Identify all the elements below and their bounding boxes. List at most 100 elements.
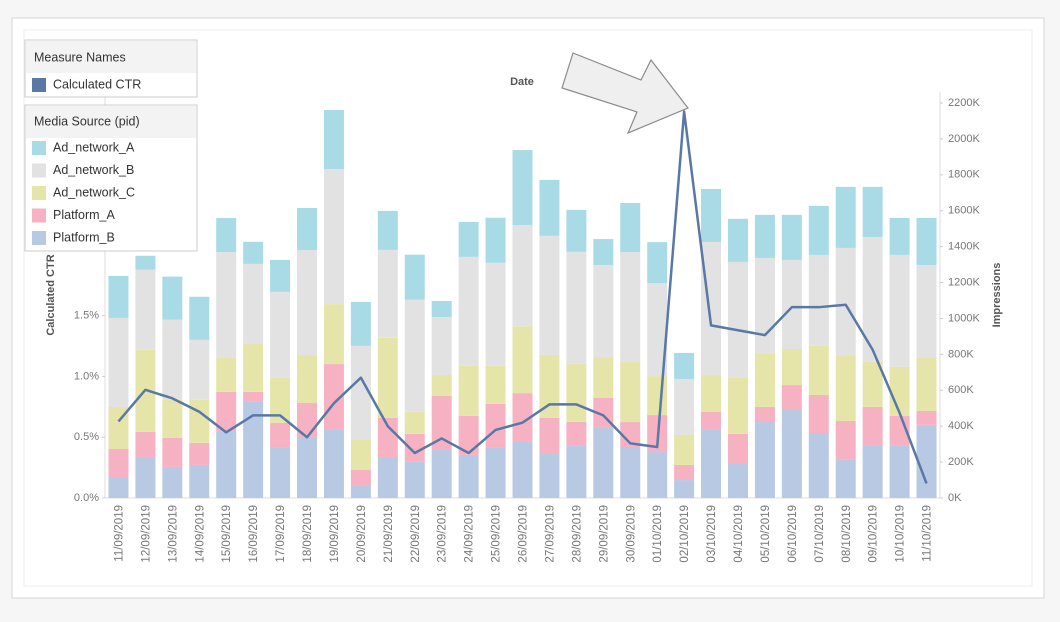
bar-segment bbox=[404, 411, 425, 434]
x-tick-label: 18/09/2019 bbox=[302, 505, 314, 563]
bar-segment bbox=[593, 265, 614, 358]
bar-segment bbox=[243, 241, 264, 264]
bar-segment bbox=[727, 218, 748, 262]
y2-tick-label: 800K bbox=[948, 348, 974, 360]
bar-segment bbox=[377, 417, 398, 458]
bar-segment bbox=[404, 299, 425, 412]
y-tick-label: 0.0% bbox=[74, 492, 99, 504]
x-tick-label: 25/09/2019 bbox=[491, 505, 503, 563]
bar-segment bbox=[243, 401, 264, 498]
x-tick-label: 30/09/2019 bbox=[625, 505, 637, 563]
bar-segment bbox=[216, 252, 237, 358]
bar-segment bbox=[270, 422, 291, 448]
bar-segment bbox=[593, 239, 614, 266]
bar-segment bbox=[701, 241, 722, 376]
y-tick-label: 1.5% bbox=[74, 310, 99, 322]
bar-segment bbox=[216, 218, 237, 253]
bar-segment bbox=[189, 399, 210, 443]
bar-segment bbox=[727, 462, 748, 498]
y-axis-label: Calculated CTR bbox=[45, 254, 57, 335]
bar-segment bbox=[620, 422, 641, 448]
bar-segment bbox=[485, 447, 506, 498]
bar-segment bbox=[297, 403, 318, 437]
bar-segment bbox=[889, 445, 910, 498]
x-tick-label: 26/09/2019 bbox=[518, 505, 530, 563]
y2-tick-label: 400K bbox=[948, 420, 974, 432]
bar-segment bbox=[243, 343, 264, 392]
x-tick-label: 07/10/2019 bbox=[814, 505, 826, 563]
bar-segment bbox=[108, 476, 129, 498]
bar-segment bbox=[754, 214, 775, 258]
bar-segment bbox=[674, 464, 695, 481]
x-tick-label: 12/09/2019 bbox=[140, 505, 152, 563]
x-tick-label: 19/09/2019 bbox=[329, 505, 341, 563]
bar-segment bbox=[781, 385, 802, 411]
bar-segment bbox=[835, 355, 856, 421]
x-tick-label: 02/10/2019 bbox=[679, 505, 691, 563]
bar-segment bbox=[270, 377, 291, 423]
x-tick-label: 04/10/2019 bbox=[733, 505, 745, 563]
bar-segment bbox=[647, 242, 668, 284]
bar-segment bbox=[620, 203, 641, 253]
bar-segment bbox=[323, 110, 344, 170]
bar-segment bbox=[835, 186, 856, 248]
bar-segment bbox=[323, 304, 344, 365]
bar-segment bbox=[620, 447, 641, 498]
bar-segment bbox=[404, 254, 425, 300]
bar-segment bbox=[808, 433, 829, 498]
bar-segment bbox=[431, 375, 452, 397]
y-tick-label: 0.5% bbox=[74, 431, 99, 443]
bar-segment bbox=[323, 364, 344, 430]
bar-segment bbox=[835, 247, 856, 356]
bar-segment bbox=[162, 276, 183, 320]
y2-tick-label: 1400K bbox=[948, 241, 980, 253]
bar-segment bbox=[539, 235, 560, 355]
bar-segment bbox=[808, 205, 829, 255]
bar-segment bbox=[701, 411, 722, 430]
bar-segment bbox=[512, 150, 533, 226]
bar-segment bbox=[889, 254, 910, 367]
bar-segment bbox=[727, 261, 748, 378]
legend-swatch bbox=[32, 186, 46, 200]
bar-segment bbox=[808, 394, 829, 434]
bar-segment bbox=[916, 424, 937, 498]
bar-segment bbox=[431, 301, 452, 318]
legend-swatch bbox=[32, 208, 46, 223]
x-tick-label: 03/10/2019 bbox=[706, 505, 718, 563]
bar-segment bbox=[458, 256, 479, 366]
legend-swatch bbox=[32, 163, 46, 178]
legend-header bbox=[26, 106, 196, 138]
legend-label: Calculated CTR bbox=[53, 77, 141, 91]
plot: 0.0% 0.5% 1.0% 1.5% 0K 200K 400K 600K 800K 1000K 1… bbox=[74, 97, 981, 563]
bar-segment bbox=[889, 366, 910, 416]
bar-segment bbox=[862, 406, 883, 446]
legend-label: Ad_network_C bbox=[53, 185, 135, 199]
y2-tick-label: 0K bbox=[948, 492, 962, 504]
x-tick-label: 01/10/2019 bbox=[652, 505, 664, 563]
bar-segment bbox=[350, 345, 371, 441]
bar-segment bbox=[916, 357, 937, 411]
bar-segment bbox=[431, 450, 452, 498]
bar-segment bbox=[458, 415, 479, 455]
bar-segment bbox=[404, 433, 425, 462]
x-tick-label: 11/09/2019 bbox=[113, 505, 125, 562]
bar-segment bbox=[350, 440, 371, 470]
bar-segment bbox=[216, 357, 237, 392]
bar-segment bbox=[485, 217, 506, 263]
y-tick-label: 1.0% bbox=[74, 370, 99, 382]
bar-segment bbox=[593, 357, 614, 398]
bar-segment bbox=[674, 434, 695, 465]
bar-segment bbox=[135, 269, 156, 350]
bar-segment bbox=[566, 209, 587, 252]
bar-segment bbox=[754, 257, 775, 355]
bar-segment bbox=[216, 431, 237, 498]
x-tick-label: 10/10/2019 bbox=[895, 505, 907, 563]
bar-segment bbox=[350, 469, 371, 486]
bar-segment bbox=[431, 396, 452, 451]
bar-segment bbox=[566, 363, 587, 422]
bar-segment bbox=[189, 296, 210, 340]
bar-segment bbox=[808, 254, 829, 346]
x-tick-label: 22/09/2019 bbox=[410, 505, 422, 563]
bar-segment bbox=[135, 431, 156, 458]
